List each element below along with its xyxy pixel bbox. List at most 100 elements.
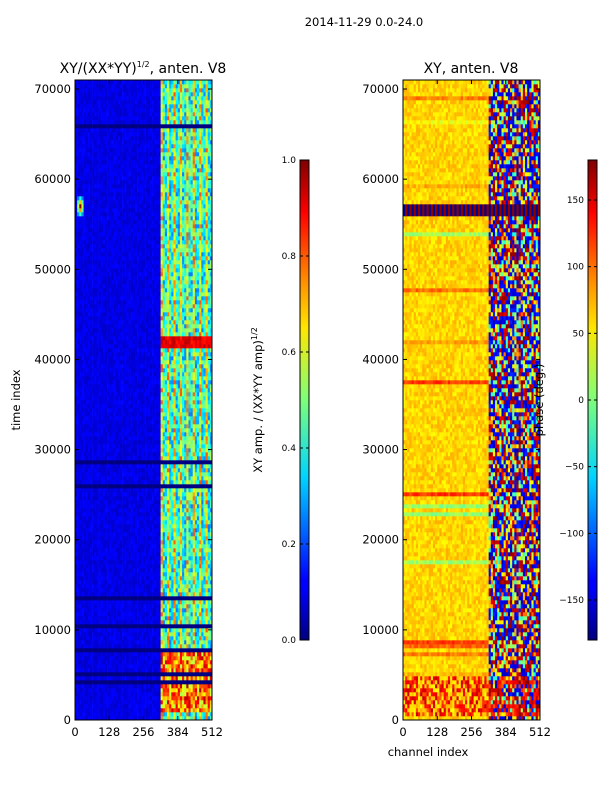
amplitude-cell [98,704,101,709]
amplitude-cell [188,652,191,657]
amplitude-cell [92,428,95,433]
amplitude-cell [205,580,209,585]
amplitude-cell [89,464,93,469]
amplitude-cell [81,620,84,625]
amplitude-cell [134,512,138,517]
amplitude-cell [186,600,189,605]
amplitude-cell [115,440,119,445]
amplitude-cell [167,508,170,513]
amplitude-cell [85,508,89,513]
amplitude-cell [145,540,149,545]
amplitude-cell [145,660,149,665]
amplitude-cell [179,672,183,677]
amplitude-cell [192,536,196,541]
amplitude-cell [149,556,153,561]
amplitude-cell [203,468,206,473]
amplitude-cell [100,620,104,625]
amplitude-cell [139,656,142,661]
amplitude-cell [113,476,116,481]
amplitude-cell [175,684,179,689]
amplitude-cell [109,656,112,661]
amplitude-cell [197,632,200,637]
amplitude-cell [107,416,110,421]
amplitude-cell [177,568,181,573]
amplitude-cell [177,464,181,469]
amplitude-cell [167,676,170,681]
amplitude-cell [96,524,99,529]
amplitude-cell [205,412,209,417]
amplitude-cell [186,660,189,665]
amplitude-cell [149,680,153,685]
amplitude-cell [192,644,196,649]
amplitude-cell [134,528,138,533]
amplitude-cell [139,416,142,421]
amplitude-cell [94,536,97,541]
amplitude-cell [122,660,125,665]
amplitude-cell [100,704,104,709]
amplitude-cell [98,680,101,685]
amplitude-cell [132,532,136,537]
amplitude-cell [186,644,189,649]
amplitude-cell [188,568,191,573]
amplitude-cell [141,556,144,561]
amplitude-cell [156,500,159,505]
amplitude-cell [164,416,168,421]
amplitude-cell [194,452,198,457]
amplitude-cell [124,596,127,601]
amplitude-cell [77,600,80,605]
amplitude-cell [126,708,129,713]
amplitude-cell [134,536,138,541]
amplitude-cell [83,416,86,421]
amplitude-cell [107,608,110,613]
amplitude-cell [81,568,84,573]
amplitude-cell [184,688,187,693]
amplitude-cell [96,688,99,693]
amplitude-cell [117,420,121,425]
amplitude-cell [199,708,202,713]
amplitude-cell [197,700,200,705]
amplitude-cell [77,664,80,669]
amplitude-cell [179,704,183,709]
amplitude-cell [160,564,164,569]
amplitude-cell [139,460,142,465]
amplitude-cell [190,588,194,593]
amplitude-cell [205,528,209,533]
amplitude-cell [162,696,166,701]
amplitude-cell [177,528,181,533]
amplitude-cell [167,608,170,613]
amplitude-cell [104,624,108,629]
amplitude-cell [79,660,82,665]
amplitude-cell [188,496,191,501]
amplitude-cell [192,664,196,669]
amplitude-cell [102,464,106,469]
amplitude-cell [109,708,112,713]
amplitude-cell [96,620,99,625]
amplitude-cell [81,448,84,453]
amplitude-cell [173,568,176,573]
amplitude-cell [171,620,174,625]
amplitude-cell [126,596,129,601]
amplitude-cell [100,520,104,525]
amplitude-cell [83,648,86,653]
amplitude-cell [100,556,104,561]
amplitude-cell [96,564,99,569]
amplitude-cell [182,536,185,541]
amplitude-cell [126,544,129,549]
amplitude-cell [79,676,82,681]
amplitude-cell [197,424,200,429]
amplitude-cell [81,420,84,425]
amplitude-cell [143,484,146,489]
amplitude-cell [162,540,166,545]
amplitude-cell [85,496,89,501]
amplitude-cell [83,460,86,465]
amplitude-cell [169,508,172,513]
amplitude-cell [152,592,155,597]
amplitude-cell [145,688,149,693]
amplitude-cell [137,624,140,629]
amplitude-cell [141,636,144,641]
amplitude-cell [171,500,174,505]
amplitude-cell [115,688,119,693]
amplitude-cell [190,436,194,441]
amplitude-cell [209,620,212,625]
amplitude-cell [158,436,161,441]
